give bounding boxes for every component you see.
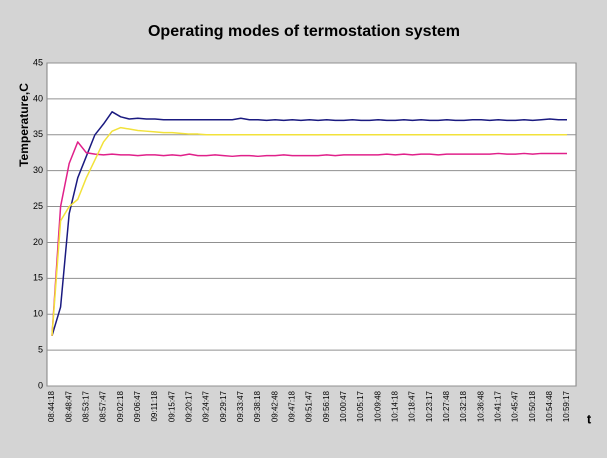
x-tick-label: 10:23:17 [425, 390, 434, 422]
x-tick-label: 08:57:47 [99, 390, 108, 422]
y-tick-label: 10 [33, 309, 43, 319]
x-tick-label: 09:20:17 [184, 390, 193, 422]
x-tick-label: 09:56:18 [322, 390, 331, 422]
y-tick-label: 15 [33, 273, 43, 283]
x-axis-label: t [587, 411, 592, 426]
series-line [51, 141, 567, 336]
x-tick-label: 10:50:18 [528, 390, 537, 422]
x-tick-label: 10:41:17 [493, 390, 502, 422]
y-tick-label: 0 [38, 380, 43, 390]
x-tick-label: 08:53:17 [81, 390, 90, 422]
x-tick-label: 10:00:47 [339, 390, 348, 422]
x-tick-label: 10:59:17 [562, 390, 571, 422]
x-tick-label: 09:11:18 [150, 390, 159, 421]
chart-title: Operating modes of termostation system [148, 23, 460, 40]
x-tick-label: 10:05:17 [356, 390, 365, 422]
x-tick-label: 10:14:18 [390, 390, 399, 422]
x-tick-label: 10:54:48 [545, 390, 554, 422]
x-tick-label: 09:42:48 [270, 390, 279, 422]
x-tick-label: 08:48:47 [64, 390, 73, 422]
y-axis-label: Temperature,C [17, 83, 31, 167]
series-line [51, 126, 567, 336]
x-tick-label: 10:09:48 [373, 390, 382, 422]
x-tick-label: 10:18:47 [408, 390, 417, 422]
y-tick-label: 5 [38, 344, 43, 354]
x-tick-label: 09:38:18 [253, 390, 262, 422]
series-line [51, 111, 567, 336]
y-tick-label: 25 [33, 201, 43, 211]
x-tick-label: 09:47:18 [287, 390, 296, 422]
x-tick-label: 10:36:48 [476, 390, 485, 422]
x-tick-label: 08:44:18 [47, 390, 56, 422]
x-tick-label: 09:15:47 [167, 390, 176, 422]
y-tick-label: 45 [33, 57, 43, 67]
x-tick-label: 09:02:18 [116, 390, 125, 422]
x-tick-label: 10:27:48 [442, 390, 451, 422]
plot-area [46, 62, 577, 387]
x-tick-label: 09:29:17 [219, 390, 228, 422]
y-tick-label: 30 [33, 165, 43, 175]
x-tick-label: 09:51:47 [305, 390, 314, 422]
x-tick-label: 09:24:47 [202, 390, 211, 422]
y-tick-label: 40 [33, 93, 43, 103]
y-tick-label: 35 [33, 129, 43, 139]
x-tick-label: 10:45:47 [511, 390, 520, 422]
x-tick-label: 09:33:47 [236, 390, 245, 422]
x-tick-label: 10:32:18 [459, 390, 468, 422]
x-tick-label: 09:06:47 [133, 390, 142, 422]
y-tick-label: 20 [33, 237, 43, 247]
